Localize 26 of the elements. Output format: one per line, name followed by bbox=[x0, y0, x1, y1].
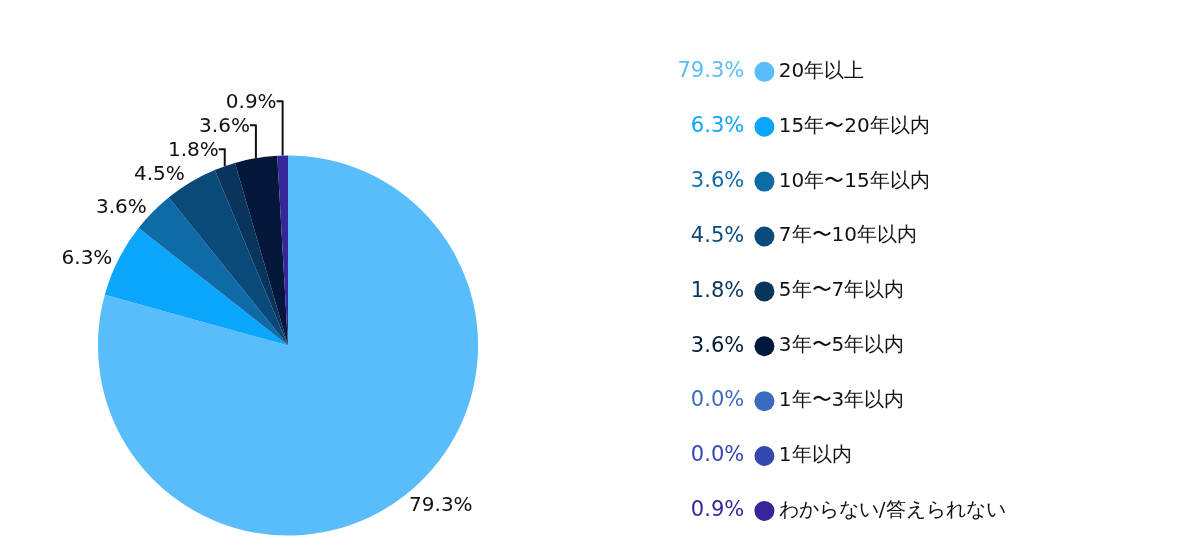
text: 6.3% bbox=[690, 112, 745, 137]
text: 3.6% bbox=[690, 167, 745, 192]
legend-label: 3年〜5年以内 bbox=[778, 332, 905, 357]
data-label: 79.3% bbox=[409, 492, 473, 517]
legend-label: 1年〜3年以内 bbox=[778, 387, 905, 412]
legend-label: 10年〜15年以内 bbox=[778, 167, 930, 192]
text: 1.8% bbox=[690, 277, 745, 302]
text: 3.6% bbox=[690, 332, 745, 357]
pie-slice bbox=[234, 155, 288, 346]
data-label: 4.5% bbox=[133, 161, 185, 186]
data-label: 1.8% bbox=[167, 137, 219, 162]
data-label: 3.6% bbox=[199, 113, 250, 138]
legend-label: 1年以内 bbox=[778, 442, 852, 467]
text: 4.5% bbox=[690, 222, 745, 247]
legend-label: わからない/答えられない bbox=[778, 496, 1006, 521]
legend-label: 5年〜7年以内 bbox=[778, 277, 905, 302]
text: 0.0% bbox=[690, 442, 745, 467]
legend-label: 7年〜10年以内 bbox=[778, 222, 918, 247]
legend-label: 20年以上 bbox=[778, 57, 865, 82]
data-label: 0.9% bbox=[225, 89, 277, 114]
text: 79.3% bbox=[677, 58, 745, 83]
legend-label: 15年〜20年以内 bbox=[778, 112, 930, 137]
data-label: 6.3% bbox=[61, 245, 113, 270]
data-label: 3.6% bbox=[95, 194, 147, 218]
text: 0.0% bbox=[690, 387, 745, 412]
text: 0.9% bbox=[690, 497, 745, 522]
